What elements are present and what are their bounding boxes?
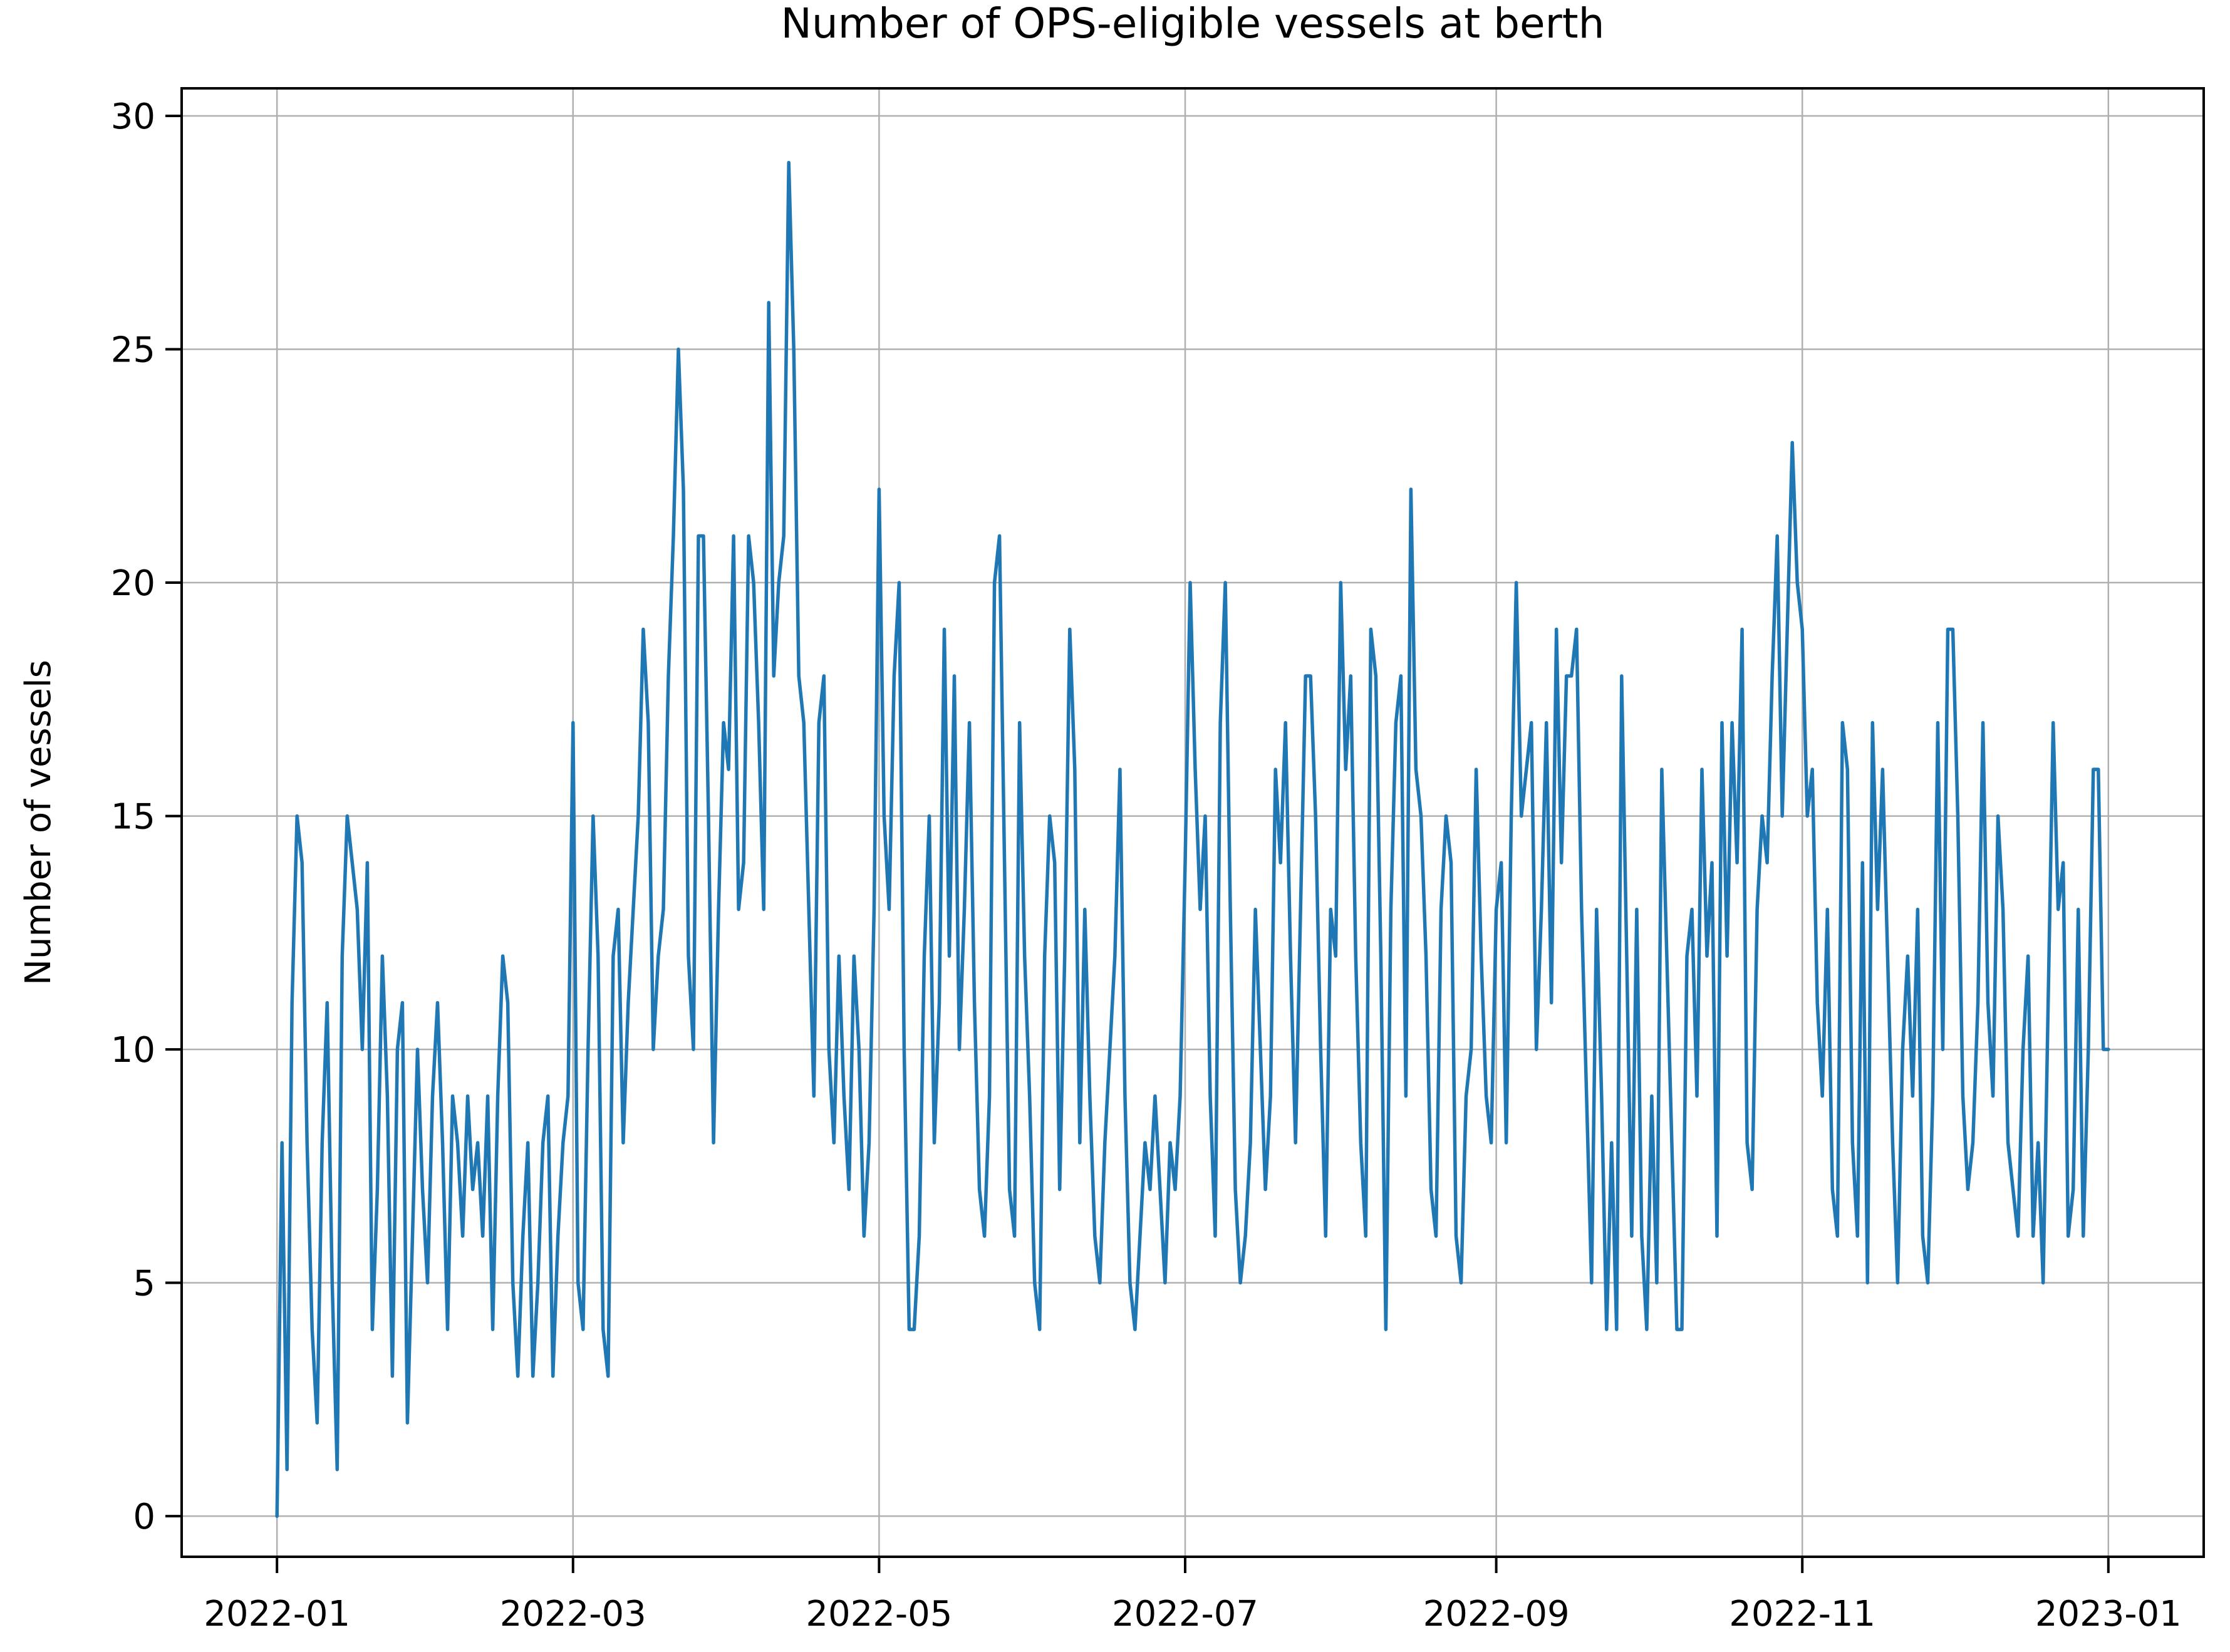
y-tick-label: 30: [111, 96, 155, 137]
x-tick-label: 2022-07: [1112, 1594, 1258, 1634]
grid-lines: [182, 88, 2204, 1557]
plot-background: [182, 88, 2204, 1557]
x-tick-label: 2022-05: [806, 1594, 952, 1634]
y-tick-label: 25: [111, 330, 155, 370]
y-axis-label: Number of vessels: [18, 660, 59, 985]
series-line: [275, 160, 2110, 1518]
x-tick-label: 2023-01: [2035, 1594, 2182, 1634]
y-tick-label: 0: [133, 1497, 155, 1537]
data-series: [275, 160, 2110, 1518]
y-tick-label: 5: [133, 1264, 155, 1304]
axis-tick-labels: 0 5 10 15 20 25 30 2022-01 2022-03 2022-05 2022-07…: [111, 96, 2182, 1634]
y-tick-label: 20: [111, 563, 155, 604]
y-tick-label: 15: [111, 797, 155, 838]
chart-title: Number of OPS-eligible vessels at berth: [781, 0, 1605, 48]
x-tick-label: 2022-11: [1729, 1594, 1875, 1634]
x-tick-label: 2022-09: [1423, 1594, 1570, 1634]
axis-ticks: [165, 114, 2110, 1573]
x-tick-label: 2022-03: [500, 1594, 646, 1634]
x-tick-label: 2022-01: [204, 1594, 350, 1634]
y-tick-label: 10: [111, 1030, 155, 1071]
plot-border: [180, 87, 2205, 1558]
